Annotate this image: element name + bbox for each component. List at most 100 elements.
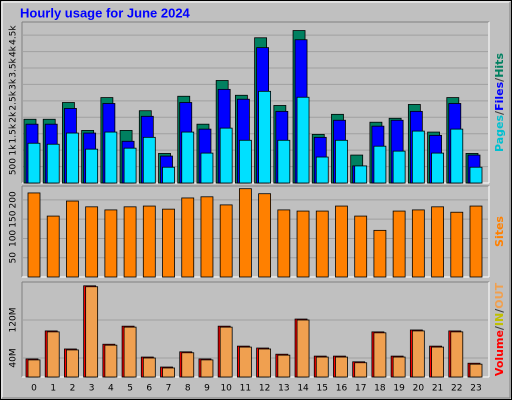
bar [85,286,99,378]
x-tick-label: 21 [432,384,443,394]
bar [162,367,175,378]
bar [411,130,425,184]
bar [392,356,406,378]
bar [27,142,41,184]
legend-item: Pages [493,114,506,152]
legend-separator: / [493,308,506,313]
x-tick-label: 16 [336,384,348,394]
legend-item: Sites [493,216,506,247]
x-tick-label: 3 [89,384,95,394]
y-tick-label: 500 [9,158,19,175]
y-tick-label: 100 [9,230,19,247]
bar [162,208,175,278]
bar [46,331,60,378]
y-tick-label: 3.5k [9,57,19,77]
bar [258,193,272,278]
y-tick-label: 4.5k [9,25,19,45]
y-tick-label: 50 [9,252,19,264]
x-tick-label: 13 [278,384,289,394]
y-tick-label: 120M [9,308,19,333]
legend-separator: / [493,77,506,82]
y-tick-label: 1k [9,144,19,156]
bar [469,363,483,378]
legend-item: Hits [493,53,506,78]
bar [354,215,368,278]
bar [66,349,79,378]
x-tick-label: 23 [470,384,481,394]
bar [315,156,329,184]
bar [469,205,483,278]
y-tick-label: 3k [9,78,19,90]
legend: Pages/Files/Hits [493,53,506,152]
bar [450,128,464,184]
legend-separator: / [493,110,506,115]
y-tick-label: 150 [9,210,19,227]
bar [373,332,387,378]
bar [46,143,60,184]
bar [238,188,252,278]
y-tick-label: 1.5k [9,123,19,143]
bar [66,200,79,278]
bar [123,206,137,278]
bar [123,147,137,184]
bar [181,197,195,278]
bar [219,204,233,278]
x-tick-label: 0 [31,384,37,394]
x-tick-label: 7 [166,384,172,394]
x-tick-label: 6 [146,384,152,394]
x-tick-label: 12 [259,384,270,394]
legend: Sites [493,216,506,247]
bar [85,148,99,184]
bar [411,209,425,278]
bar [200,196,214,278]
bar [46,215,60,278]
bar [27,192,41,278]
bar [392,210,406,278]
bar [450,211,464,278]
x-tick-label: 15 [317,384,328,394]
bar [277,354,291,378]
x-tick-label: 11 [240,384,251,394]
bar [104,131,118,184]
x-tick-label: 5 [127,384,133,394]
x-tick-label: 20 [413,384,425,394]
bar [181,131,195,184]
bar [27,359,41,378]
bar [142,357,156,378]
bar [296,210,310,278]
bar [373,229,387,278]
bar [431,346,444,378]
bar [335,139,348,184]
y-tick-label: 40M [9,348,19,367]
bar [354,362,368,378]
legend-item: OUT [493,282,506,308]
legend-item: Files [493,81,506,111]
legend-separator: / [493,325,506,330]
bar [450,331,464,378]
bar [296,96,310,184]
bar [354,165,368,184]
chart-title: Hourly usage for June 2024 [20,5,191,20]
x-tick-label: 8 [185,384,191,394]
bar [431,206,444,278]
bar [181,352,195,378]
bar [219,326,233,378]
bar [335,205,348,278]
x-tick-label: 17 [355,384,366,394]
y-tick-label: 4k [9,45,19,57]
y-tick-label: 2.5k [9,90,19,110]
bar [392,150,406,184]
bar [431,152,444,184]
y-tick-label: 2k [9,111,19,123]
bar [123,326,137,378]
bar [296,319,310,378]
bar [238,139,252,184]
x-tick-label: 2 [70,384,76,394]
bar [411,330,425,378]
bar [142,136,156,184]
x-tick-label: 19 [393,384,405,394]
bar [258,90,272,184]
bar [162,166,175,184]
legend-item: Volume [493,330,506,376]
bar [238,346,252,378]
